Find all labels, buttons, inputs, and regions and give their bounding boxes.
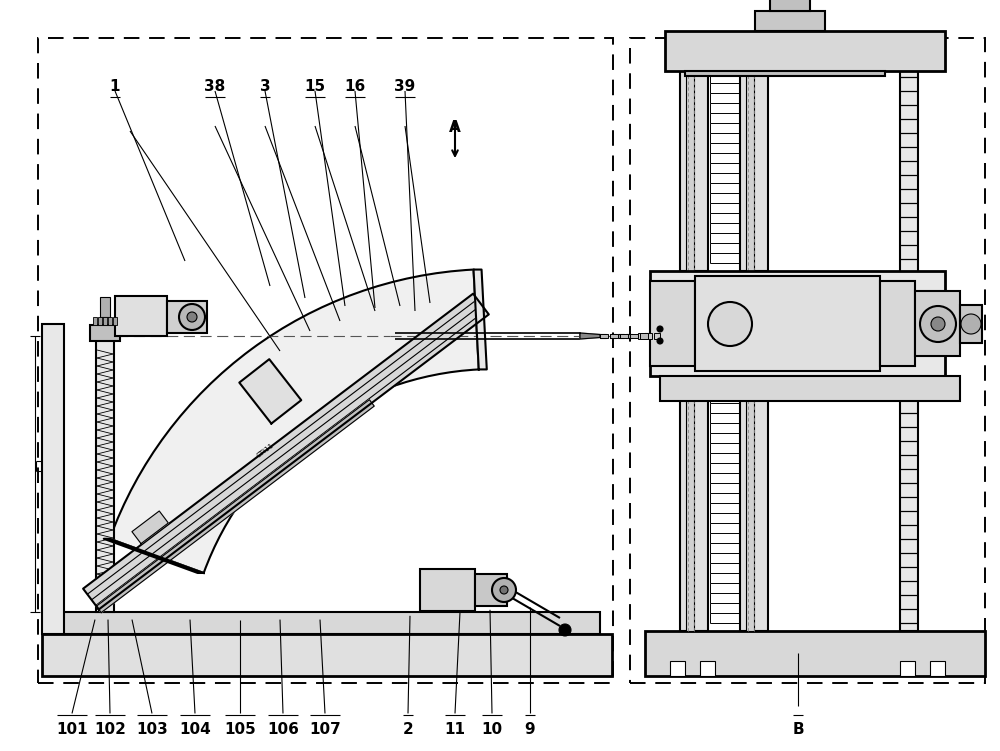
Circle shape bbox=[559, 624, 571, 636]
Polygon shape bbox=[104, 538, 204, 573]
Text: 102: 102 bbox=[94, 722, 126, 737]
Bar bbox=[746, 71, 754, 271]
Bar bbox=[610, 334, 616, 338]
Bar bbox=[685, 71, 885, 76]
Bar bbox=[880, 281, 915, 366]
Bar bbox=[930, 661, 945, 676]
Bar bbox=[626, 334, 632, 338]
Polygon shape bbox=[580, 333, 600, 339]
Bar bbox=[630, 334, 638, 338]
Text: 104: 104 bbox=[179, 722, 211, 737]
Bar bbox=[93, 317, 97, 325]
Bar bbox=[42, 634, 612, 676]
Bar bbox=[746, 351, 754, 631]
Text: 2: 2 bbox=[403, 722, 413, 737]
Bar bbox=[475, 574, 507, 606]
Bar bbox=[646, 333, 652, 339]
Bar bbox=[755, 11, 825, 31]
Bar bbox=[650, 281, 695, 366]
Polygon shape bbox=[96, 400, 374, 613]
Bar bbox=[420, 569, 475, 611]
Text: 101: 101 bbox=[56, 722, 88, 737]
Bar bbox=[103, 317, 107, 325]
Text: 103: 103 bbox=[136, 722, 168, 737]
Circle shape bbox=[920, 306, 956, 342]
Text: 1: 1 bbox=[110, 79, 120, 94]
Bar bbox=[115, 296, 167, 336]
Bar bbox=[660, 376, 960, 401]
Bar bbox=[670, 661, 685, 676]
Polygon shape bbox=[239, 359, 301, 424]
Bar bbox=[654, 333, 660, 339]
Circle shape bbox=[931, 317, 945, 331]
Text: A: A bbox=[449, 120, 461, 135]
Bar bbox=[680, 351, 708, 631]
Text: 3: 3 bbox=[260, 79, 270, 94]
Text: 38: 38 bbox=[204, 79, 226, 94]
Bar bbox=[630, 38, 985, 683]
Polygon shape bbox=[83, 294, 489, 609]
Bar bbox=[600, 334, 608, 338]
Bar bbox=[915, 291, 960, 356]
Bar bbox=[38, 38, 613, 683]
Bar bbox=[42, 324, 64, 634]
Bar bbox=[645, 631, 985, 676]
Bar bbox=[700, 661, 715, 676]
Bar bbox=[55, 612, 600, 634]
Text: 16: 16 bbox=[344, 79, 366, 94]
Bar bbox=[100, 297, 110, 317]
Bar bbox=[686, 351, 694, 631]
Circle shape bbox=[179, 304, 205, 330]
Bar bbox=[620, 334, 628, 338]
Bar bbox=[618, 334, 624, 338]
Bar bbox=[108, 317, 112, 325]
Wedge shape bbox=[110, 270, 479, 573]
Circle shape bbox=[187, 312, 197, 322]
Bar bbox=[686, 71, 694, 271]
Circle shape bbox=[500, 586, 508, 594]
Text: 39: 39 bbox=[394, 79, 416, 94]
Text: 107: 107 bbox=[309, 722, 341, 737]
Bar bbox=[638, 333, 644, 339]
Bar bbox=[96, 337, 114, 612]
Polygon shape bbox=[474, 270, 487, 369]
Bar bbox=[113, 317, 117, 325]
Bar bbox=[695, 276, 880, 371]
Bar bbox=[167, 301, 207, 333]
Bar bbox=[640, 333, 648, 339]
Circle shape bbox=[492, 578, 516, 602]
Bar bbox=[960, 305, 982, 343]
Text: 10: 10 bbox=[481, 722, 503, 737]
Bar bbox=[650, 271, 945, 376]
Circle shape bbox=[961, 314, 981, 334]
Circle shape bbox=[657, 326, 663, 332]
Bar bbox=[740, 351, 768, 631]
Text: 11: 11 bbox=[444, 722, 466, 737]
Bar bbox=[740, 71, 768, 271]
Text: CTI11: CTI11 bbox=[255, 442, 275, 459]
Bar bbox=[90, 325, 120, 341]
Circle shape bbox=[708, 302, 752, 346]
Text: 106: 106 bbox=[267, 722, 299, 737]
Polygon shape bbox=[132, 511, 168, 544]
Circle shape bbox=[657, 338, 663, 344]
Bar bbox=[680, 71, 708, 271]
Bar bbox=[770, 0, 810, 11]
Text: B: B bbox=[792, 722, 804, 737]
Bar bbox=[665, 31, 945, 71]
Bar bbox=[600, 334, 606, 338]
Bar bbox=[98, 317, 102, 325]
Text: 15: 15 bbox=[304, 79, 326, 94]
Bar bbox=[900, 66, 918, 631]
Bar bbox=[900, 661, 915, 676]
Text: 105: 105 bbox=[224, 722, 256, 737]
Bar bbox=[610, 334, 618, 338]
Text: 9: 9 bbox=[525, 722, 535, 737]
